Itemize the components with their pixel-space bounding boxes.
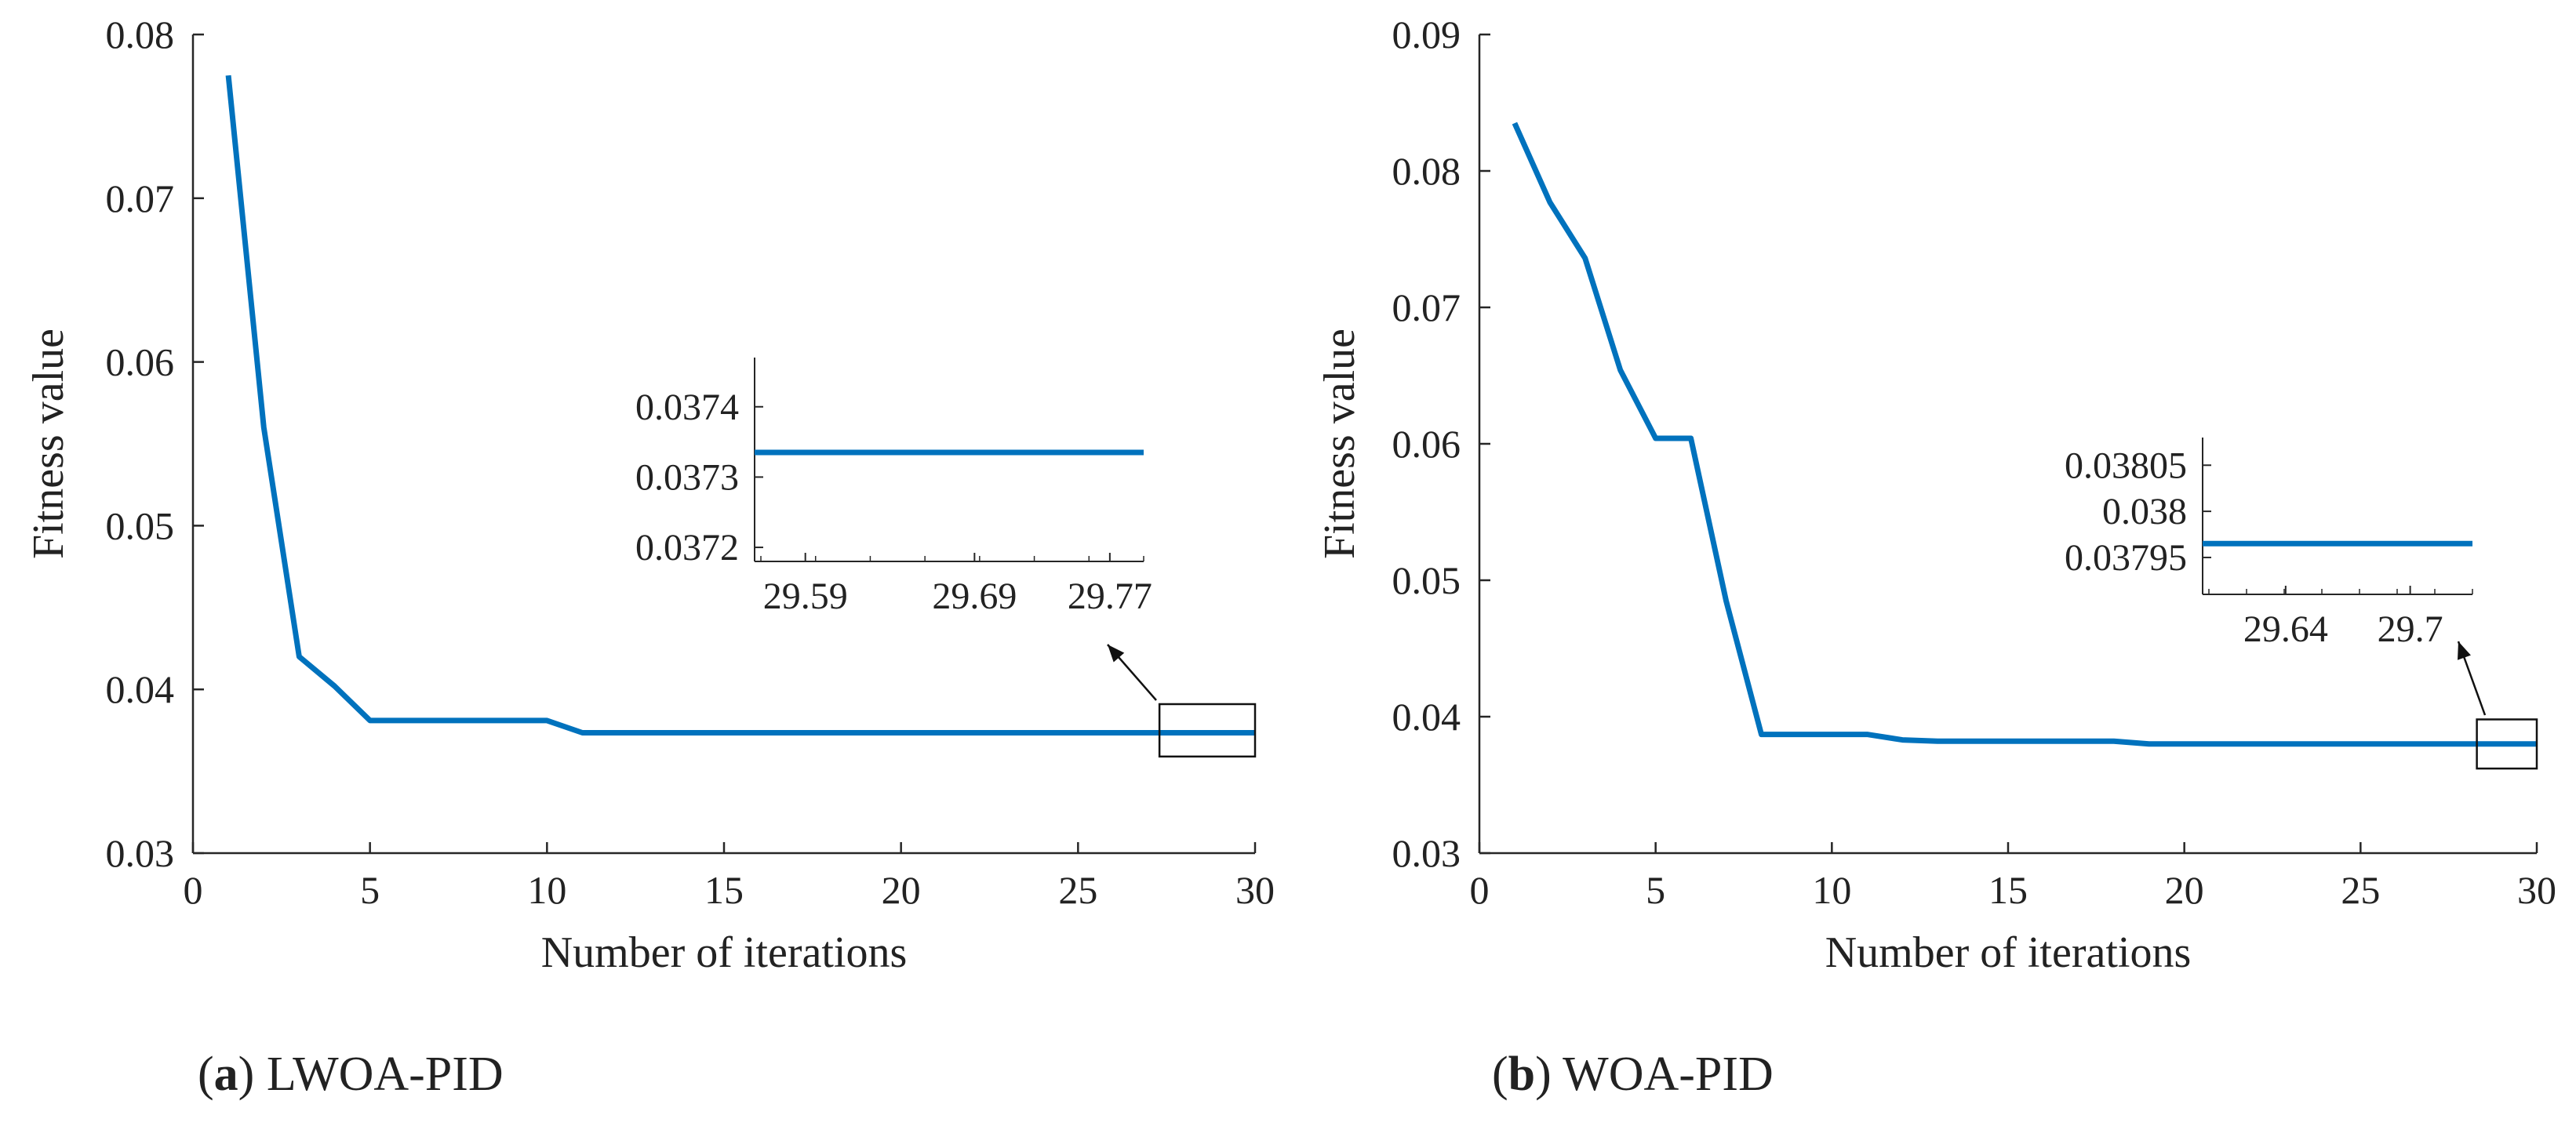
inset-y-tick-label: 0.038: [2102, 491, 2187, 532]
x-tick-label: 20: [882, 868, 921, 912]
y-axis-label: Fitness value: [24, 329, 73, 559]
inset-x-tick-label: 29.77: [1068, 576, 1152, 617]
y-tick-label: 0.05: [1392, 558, 1461, 602]
zoom-box: [1158, 703, 1257, 758]
x-tick-label: 25: [2341, 868, 2380, 912]
y-tick-label: 0.04: [106, 667, 175, 711]
y-tick-label: 0.09: [1392, 13, 1461, 56]
x-tick-label: 15: [1988, 868, 2028, 912]
y-axis-label: Fitness value: [1315, 329, 1364, 559]
y-tick-label: 0.06: [106, 340, 175, 384]
series-line-woa-pid: [1512, 122, 2537, 747]
x-tick-label: 10: [527, 868, 566, 912]
caption-a: (a) LWOA-PID: [198, 1048, 504, 1101]
x-tick-label: 20: [2165, 868, 2204, 912]
x-axis-label: Number of iterations: [541, 928, 908, 977]
inset-y-tick-label: 0.03795: [2065, 537, 2187, 579]
y-tick-label: 0.08: [1392, 149, 1461, 193]
inset-x-tick-label: 29.7: [2378, 608, 2443, 650]
y-tick-label: 0.08: [106, 13, 175, 56]
panel-b-woa-pid: 0 5 10 15 20 25 30 0.03 0.04 0.05 0.06 0.07 0.08 0.09…: [1315, 13, 2556, 977]
y-tick-label: 0.06: [1392, 422, 1461, 466]
x-tick-label: 15: [704, 868, 744, 912]
inset-x-tick-label: 29.69: [932, 576, 1017, 617]
caption-b: (b) WOA-PID: [1492, 1048, 1774, 1101]
x-axis-label: Number of iterations: [1825, 928, 2192, 977]
x-tick-label: 5: [1646, 868, 1665, 912]
series-line-lwoa-pid: [225, 74, 1255, 736]
zoom-arrow-head: [2458, 641, 2471, 660]
inset-plot: 29.59 29.69 29.77 0.0372 0.0373 0.0374: [635, 358, 1152, 617]
y-tick-label: 0.04: [1392, 695, 1461, 739]
x-tick-label: 0: [1470, 868, 1490, 912]
y-tick-label: 0.07: [106, 176, 175, 220]
panel-a-lwoa-pid: 0 5 10 15 20 25 30 0.03 0.04 0.05 0.06 0.07 0.08 Numb…: [24, 13, 1275, 977]
x-tick-label: 10: [1812, 868, 1851, 912]
x-tick-label: 5: [360, 868, 380, 912]
zoom-box: [2476, 718, 2538, 770]
inset-x-tick-label: 29.64: [2243, 608, 2328, 650]
y-tick-label: 0.03: [1392, 831, 1461, 875]
y-tick-label: 0.05: [106, 503, 175, 547]
inset-y-tick-label: 0.0372: [635, 527, 739, 568]
zoom-arrow-head: [1108, 645, 1125, 663]
inset-y-tick-label: 0.0374: [635, 387, 739, 428]
inset-x-tick-label: 29.59: [763, 576, 848, 617]
x-tick-label: 30: [2517, 868, 2556, 912]
inset-y-tick-label: 0.0373: [635, 456, 739, 498]
x-tick-label: 25: [1058, 868, 1097, 912]
x-tick-label: 30: [1235, 868, 1275, 912]
y-tick-label: 0.07: [1392, 285, 1461, 329]
inset-plot: 29.64 29.7 0.03795 0.038 0.03805: [2065, 438, 2473, 650]
x-tick-label: 0: [184, 868, 203, 912]
y-tick-label: 0.03: [106, 831, 175, 875]
inset-y-tick-label: 0.03805: [2065, 445, 2187, 486]
